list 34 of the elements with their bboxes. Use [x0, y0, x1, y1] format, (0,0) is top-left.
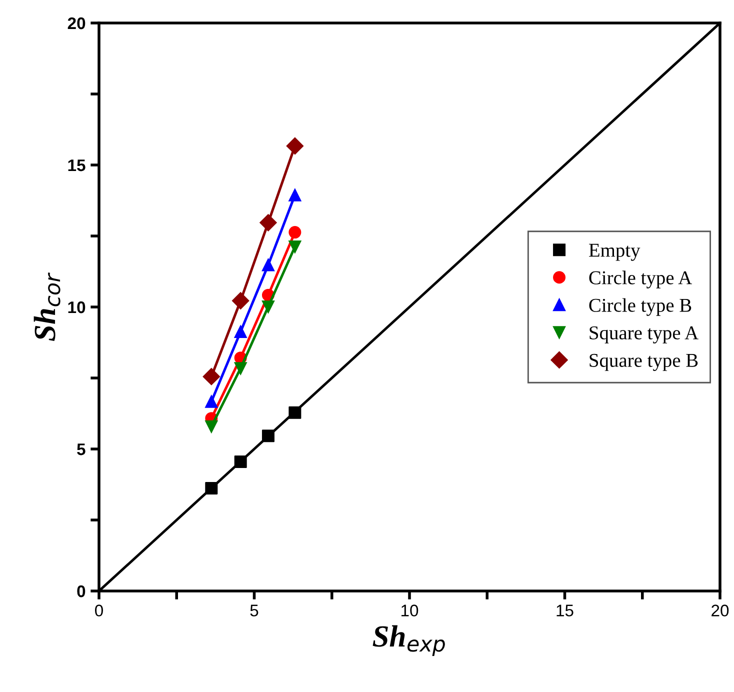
legend-label: Square type A — [590, 326, 698, 344]
point — [205, 395, 218, 408]
point — [288, 240, 302, 254]
point — [262, 258, 274, 272]
legend-label: Circle type B — [589, 298, 692, 316]
y-tick-label: 0 — [77, 585, 86, 598]
point — [262, 430, 274, 442]
point — [260, 214, 277, 232]
x-tick-label: 15 — [556, 604, 574, 616]
point — [205, 420, 218, 433]
point — [232, 292, 250, 310]
y-tick-label: 20 — [68, 17, 86, 30]
point — [288, 188, 302, 202]
point — [234, 362, 247, 375]
y-tick-label: 5 — [77, 444, 86, 456]
legend-label: Square type B — [590, 354, 698, 371]
x-axis-title: Sh$_{exp}$ — [372, 625, 445, 656]
y-tick-label: 15 — [68, 160, 86, 172]
x-tick-label: 5 — [250, 604, 258, 616]
point — [234, 456, 247, 468]
x-tick-label: 20 — [712, 604, 729, 616]
point — [234, 325, 247, 338]
y-axis-title: Sh$_{cor}$ — [34, 272, 60, 341]
point — [262, 300, 274, 313]
x-tick-label: 0 — [95, 604, 103, 616]
point — [202, 368, 220, 386]
legend-label: Circle type A — [589, 270, 692, 288]
x-tick-label: 10 — [402, 604, 418, 616]
point — [288, 406, 302, 419]
point — [286, 137, 304, 155]
y-tick-label: 10 — [68, 301, 86, 314]
point — [288, 226, 302, 239]
point — [205, 482, 218, 494]
legend-label: Empty — [589, 244, 640, 261]
